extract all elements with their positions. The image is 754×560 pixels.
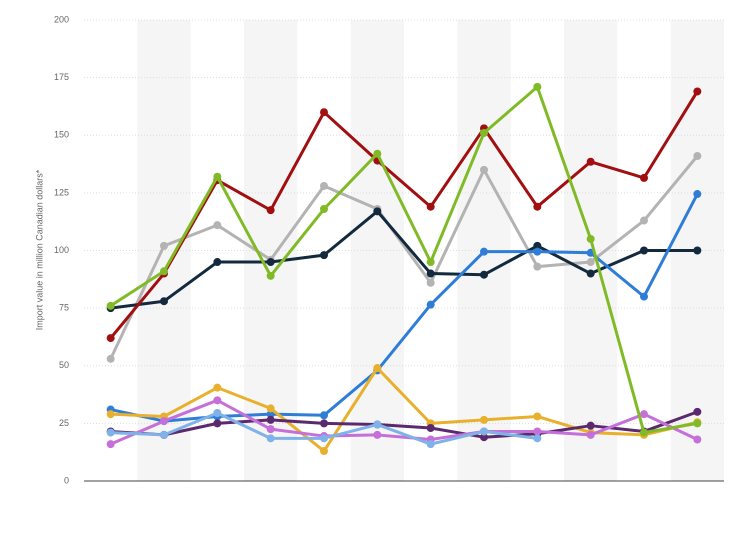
data-point [320,251,328,260]
data-point [160,430,168,439]
data-point [533,241,542,250]
data-point [640,246,648,255]
data-point [160,417,168,426]
series-line [109,90,699,340]
data-point [693,407,702,416]
data-point [266,258,275,267]
data-point [640,410,648,419]
data-point [480,433,488,442]
data-point [106,354,115,363]
data-point [693,246,702,255]
y-tick-label: 100 [54,245,69,255]
data-point [480,270,488,279]
data-point [373,430,382,439]
data-point [480,415,488,424]
data-point [266,425,275,434]
series-line [109,85,698,435]
data-point [213,383,222,392]
data-point [320,108,328,117]
data-point [160,297,168,306]
data-point [160,267,168,276]
data-point [106,334,115,343]
data-point [586,258,595,267]
data-point [266,434,275,443]
data-point [640,428,648,437]
data-point [533,262,542,271]
y-tick-label: 50 [59,360,69,370]
data-point [693,419,702,428]
data-point [533,412,542,421]
data-point [213,396,222,405]
data-point [266,206,275,215]
data-point [160,241,168,250]
y-tick-label: 150 [54,130,69,140]
series-line [110,410,698,439]
data-point [586,430,595,439]
data-point [586,421,595,430]
data-point [480,128,488,137]
y-tick-label: 200 [54,14,69,24]
data-point [373,420,382,429]
y-tick-label: 75 [59,303,69,313]
data-point [480,165,488,174]
y-tick-label: 125 [54,187,69,197]
data-point [106,410,115,419]
data-point [426,258,435,267]
data-point [266,410,275,419]
y-tick-label: 0 [64,475,69,485]
data-point [533,427,542,436]
data-point [693,87,702,96]
data-point [373,207,382,216]
data-point [586,269,595,278]
data-point [426,423,435,432]
data-point [320,205,328,214]
data-point [213,221,222,230]
y-tick-label: 25 [59,418,69,428]
data-point [640,216,648,225]
data-point [693,190,702,199]
data-point [213,409,222,418]
data-point [320,181,328,190]
column-band [350,20,404,481]
data-point [533,82,542,91]
y-tick-label: 175 [54,72,69,82]
data-point [320,447,328,456]
data-point [426,440,435,449]
data-point [266,271,275,280]
data-point [320,434,328,443]
data-point [320,411,328,420]
data-point [373,149,382,158]
data-point [320,419,328,428]
data-point [533,434,542,443]
series-line [109,155,699,360]
data-point [640,292,648,301]
data-point [693,151,702,160]
data-point [266,415,275,424]
data-point [426,202,435,211]
data-point [106,440,115,449]
data-point [213,258,222,267]
data-point [586,157,595,166]
data-point [266,404,275,413]
data-point [693,435,702,444]
data-point [480,247,488,256]
data-point [213,419,222,428]
data-point [213,172,222,181]
column-band [137,20,191,481]
data-point [640,173,648,182]
data-point [426,300,435,309]
data-point [586,234,595,243]
data-point [106,301,115,310]
data-point [480,427,488,436]
data-point [373,364,382,373]
series-line [110,398,698,446]
data-point [106,428,115,437]
data-point [533,202,542,211]
data-point [533,247,542,256]
data-point [426,269,435,278]
data-point [426,278,435,287]
y-axis-label: Import value in million Canadian dollars… [34,169,44,330]
